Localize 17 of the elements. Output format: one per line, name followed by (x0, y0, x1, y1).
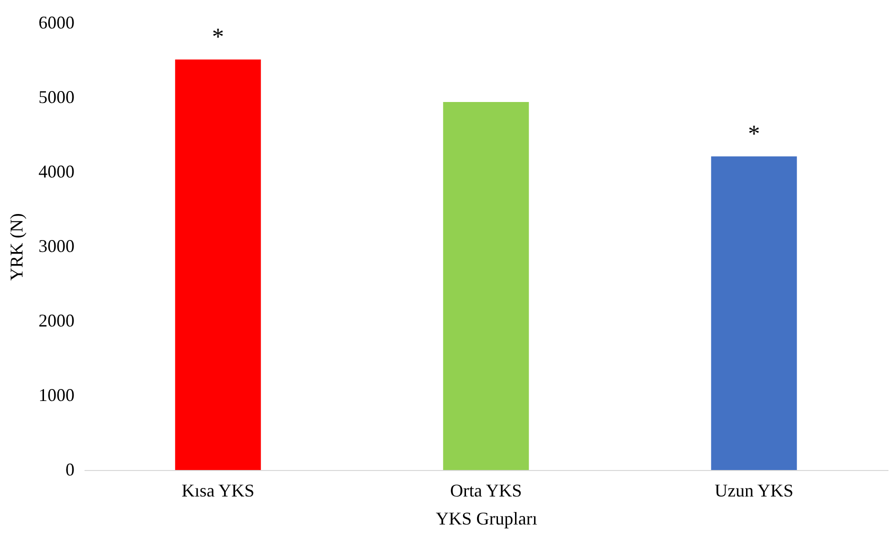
y-tick-label: 2000 (38, 310, 74, 330)
annotation: * (212, 24, 224, 51)
y-tick-label: 6000 (38, 12, 74, 32)
y-tick-label: 0 (66, 460, 74, 480)
bar (711, 156, 797, 470)
y-tick-label: 5000 (38, 87, 74, 107)
x-tick-label: Kısa YKS (182, 480, 254, 500)
y-tick-label: 3000 (38, 236, 74, 256)
annotation: * (748, 121, 760, 148)
x-axis-title: YKS Grupları (436, 508, 538, 528)
x-tick-label: Orta YKS (450, 480, 522, 500)
y-axis-title: YRK (N) (6, 213, 26, 281)
x-tick-label: Uzun YKS (714, 480, 794, 500)
bar (175, 60, 261, 470)
y-tick-label: 1000 (38, 385, 74, 405)
y-tick-label: 4000 (38, 162, 74, 182)
bar (443, 102, 529, 470)
